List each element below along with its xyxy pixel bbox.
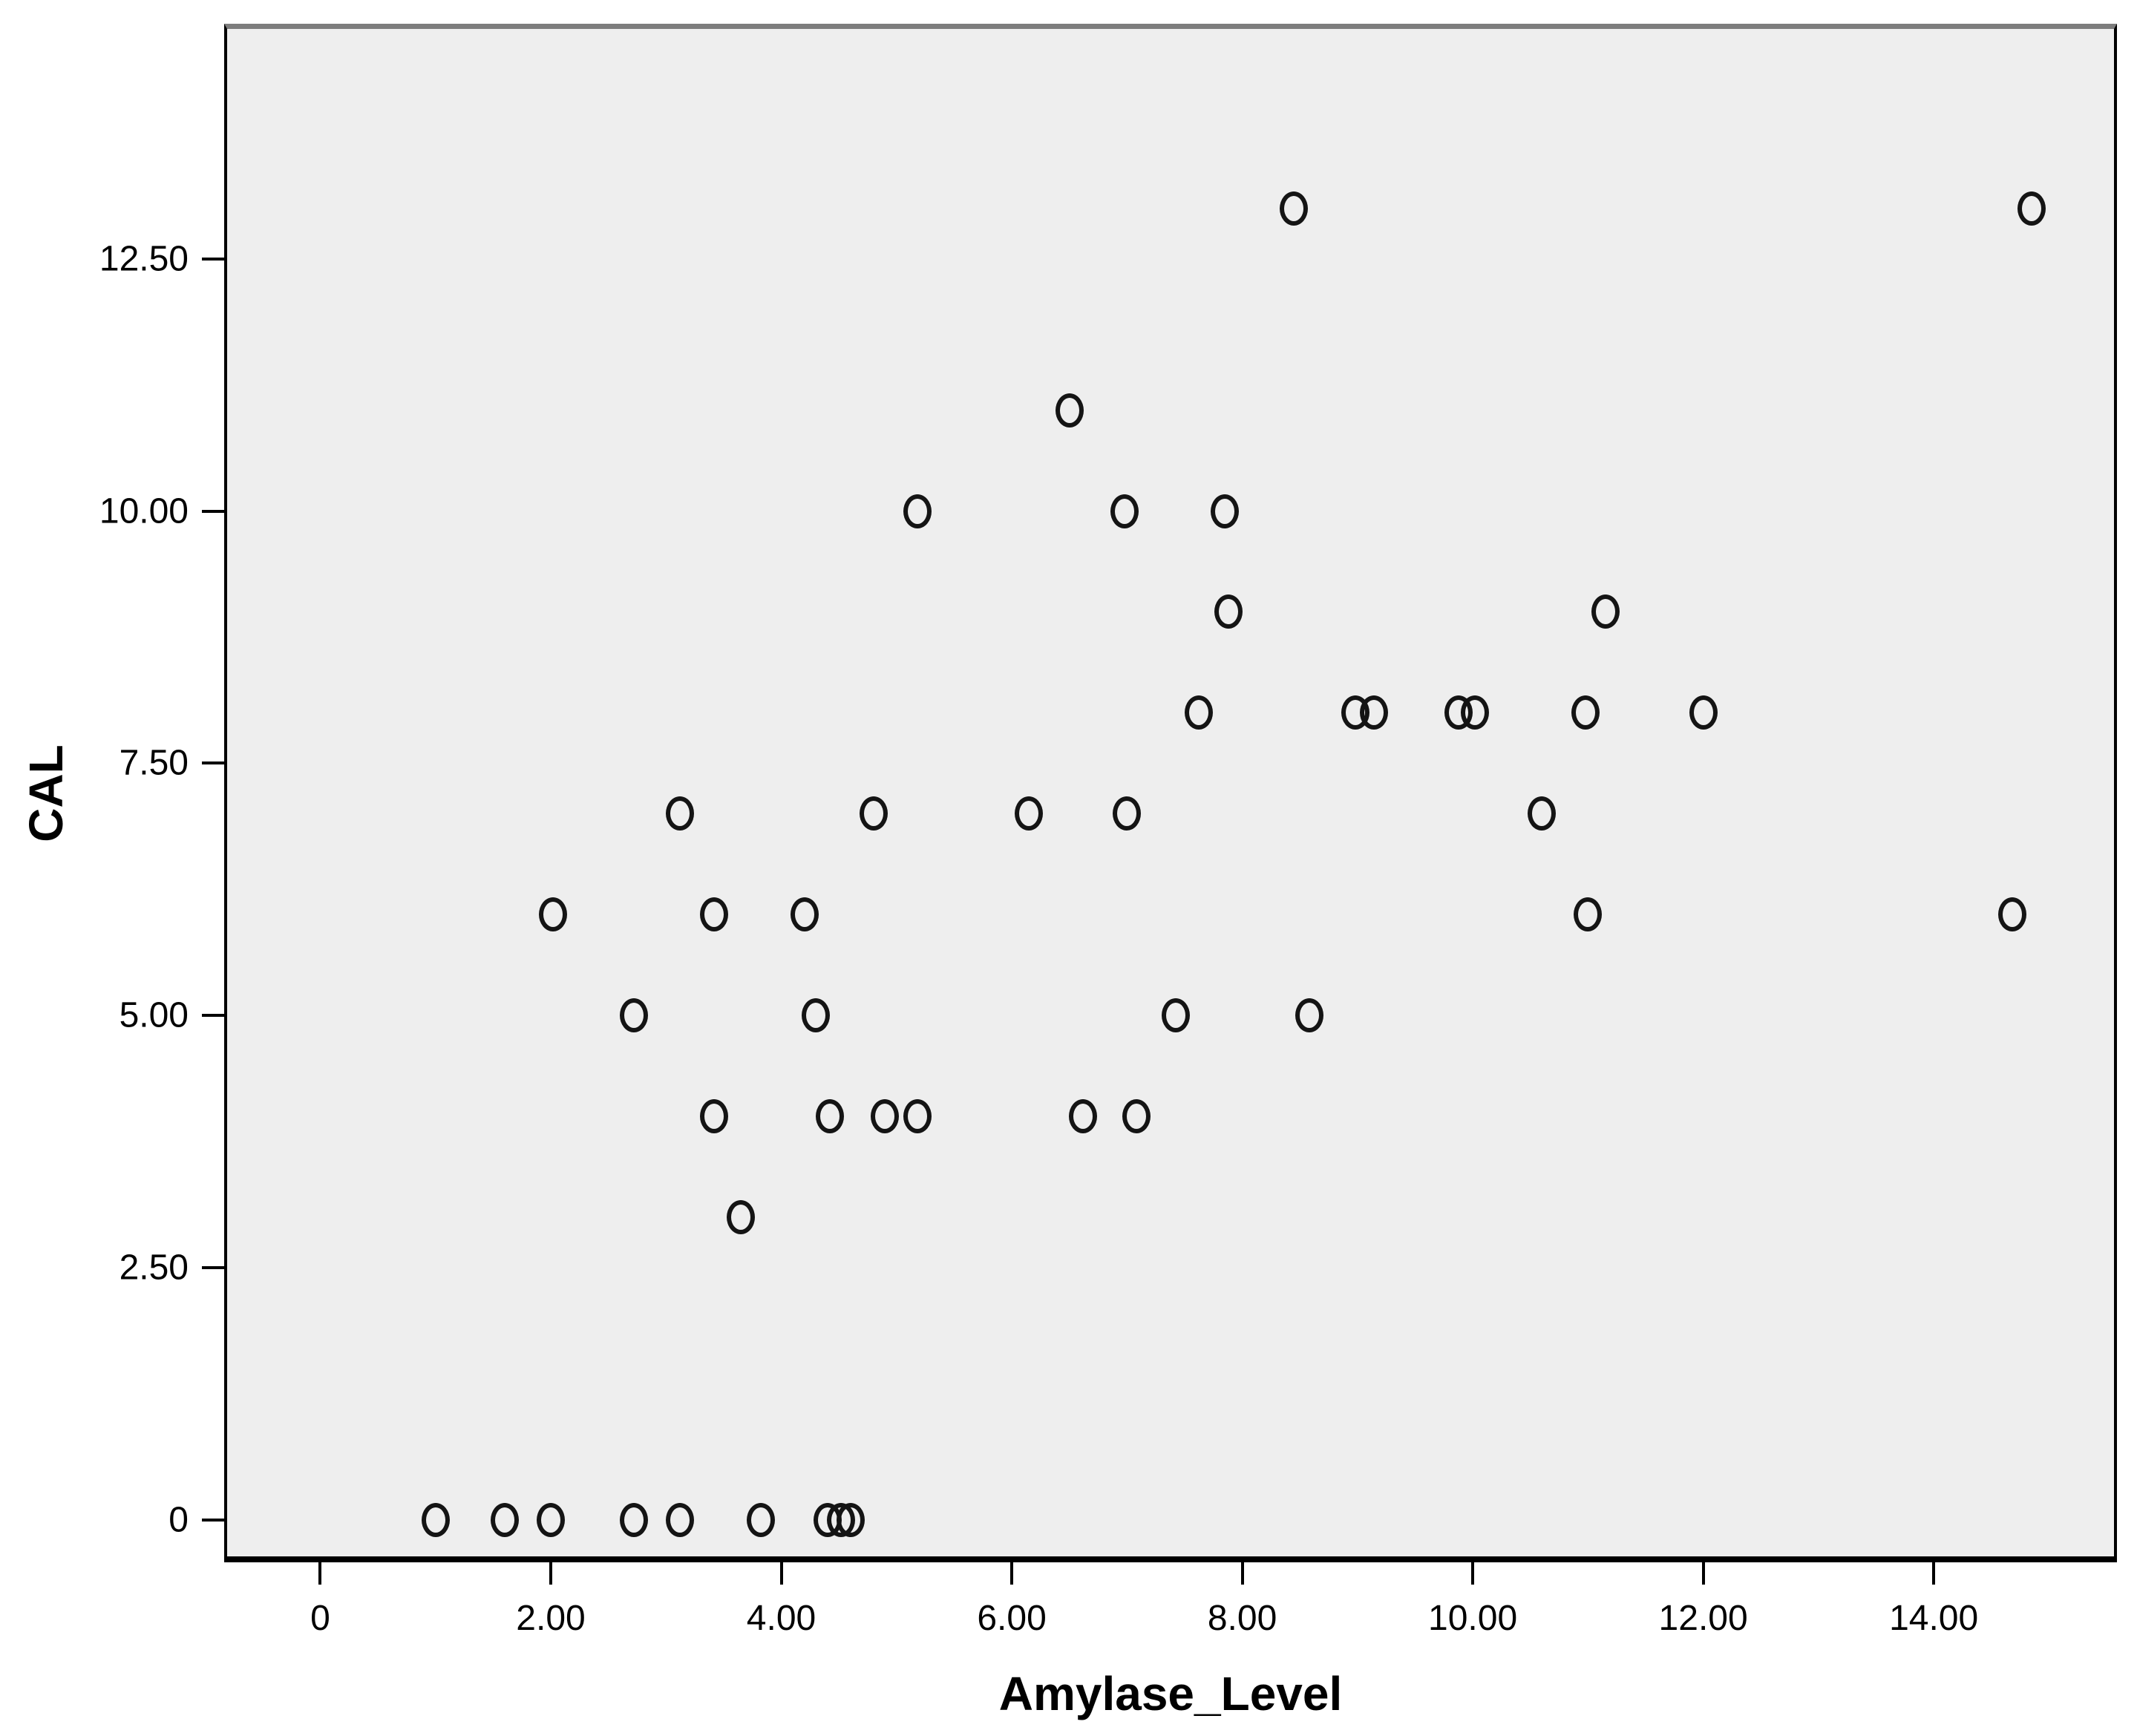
data-point bbox=[1689, 695, 1718, 730]
data-point bbox=[1055, 393, 1084, 428]
y-tick-label: 7.50 bbox=[119, 743, 189, 783]
x-tick-label: 10.00 bbox=[1428, 1599, 1518, 1638]
data-point bbox=[859, 796, 888, 831]
y-tick-label: 0 bbox=[168, 1500, 189, 1540]
x-tick-label: 4.00 bbox=[746, 1599, 816, 1638]
x-tick-mark bbox=[1471, 1562, 1475, 1585]
data-point bbox=[490, 1502, 519, 1537]
data-point bbox=[871, 1099, 900, 1134]
data-point bbox=[1122, 1099, 1151, 1134]
data-point bbox=[1211, 494, 1240, 528]
data-point bbox=[537, 1502, 565, 1537]
x-tick-mark bbox=[318, 1562, 322, 1585]
x-tick-mark bbox=[779, 1562, 783, 1585]
data-point bbox=[802, 998, 831, 1033]
x-tick-mark bbox=[1010, 1562, 1014, 1585]
y-tick-mark bbox=[202, 509, 224, 513]
y-tick-label: 10.00 bbox=[99, 491, 189, 531]
data-point bbox=[790, 897, 819, 932]
data-point bbox=[1528, 796, 1557, 831]
data-point bbox=[1113, 796, 1142, 831]
data-point bbox=[815, 1099, 844, 1134]
x-tick-mark bbox=[1701, 1562, 1705, 1585]
data-point bbox=[1461, 695, 1490, 730]
plot-area bbox=[224, 24, 2117, 1562]
data-point bbox=[1571, 695, 1600, 730]
x-tick-label: 6.00 bbox=[977, 1599, 1047, 1638]
y-tick-mark bbox=[202, 1014, 224, 1018]
y-tick-label: 12.50 bbox=[99, 239, 189, 279]
data-point bbox=[727, 1200, 756, 1235]
data-point bbox=[619, 998, 648, 1033]
data-point bbox=[665, 796, 694, 831]
data-point bbox=[1015, 796, 1044, 831]
x-tick-label: 14.00 bbox=[1889, 1599, 1979, 1638]
data-point bbox=[1280, 191, 1309, 226]
data-point bbox=[421, 1502, 450, 1537]
data-point bbox=[1997, 897, 2026, 932]
data-point bbox=[619, 1502, 648, 1537]
data-point bbox=[836, 1502, 865, 1537]
data-point bbox=[1069, 1099, 1098, 1134]
data-point bbox=[539, 897, 568, 932]
data-point bbox=[1214, 595, 1243, 629]
x-tick-label: 12.00 bbox=[1658, 1599, 1748, 1638]
x-tick-label: 0 bbox=[310, 1599, 330, 1638]
data-point bbox=[1359, 695, 1388, 730]
x-tick-mark bbox=[1240, 1562, 1244, 1585]
y-tick-mark bbox=[202, 1266, 224, 1270]
x-tick-label: 2.00 bbox=[516, 1599, 586, 1638]
data-point bbox=[1591, 595, 1620, 629]
data-point bbox=[1295, 998, 1323, 1033]
x-axis-title: Amylase_Level bbox=[998, 1667, 1343, 1720]
data-point bbox=[903, 494, 932, 528]
y-tick-mark bbox=[202, 1518, 224, 1522]
data-point bbox=[903, 1099, 932, 1134]
data-point bbox=[665, 1502, 694, 1537]
x-tick-mark bbox=[1932, 1562, 1936, 1585]
y-tick-label: 5.00 bbox=[119, 995, 189, 1035]
x-tick-mark bbox=[549, 1562, 552, 1585]
data-point bbox=[746, 1502, 775, 1537]
x-tick-label: 8.00 bbox=[1207, 1599, 1277, 1638]
data-point bbox=[1110, 494, 1139, 528]
y-tick-mark bbox=[202, 761, 224, 765]
y-tick-label: 2.50 bbox=[119, 1248, 189, 1288]
data-point bbox=[700, 897, 729, 932]
data-point bbox=[700, 1099, 729, 1134]
data-point bbox=[2017, 191, 2046, 226]
y-tick-mark bbox=[202, 257, 224, 261]
data-point bbox=[1574, 897, 1603, 932]
data-point bbox=[1161, 998, 1190, 1033]
data-point bbox=[1184, 695, 1213, 730]
